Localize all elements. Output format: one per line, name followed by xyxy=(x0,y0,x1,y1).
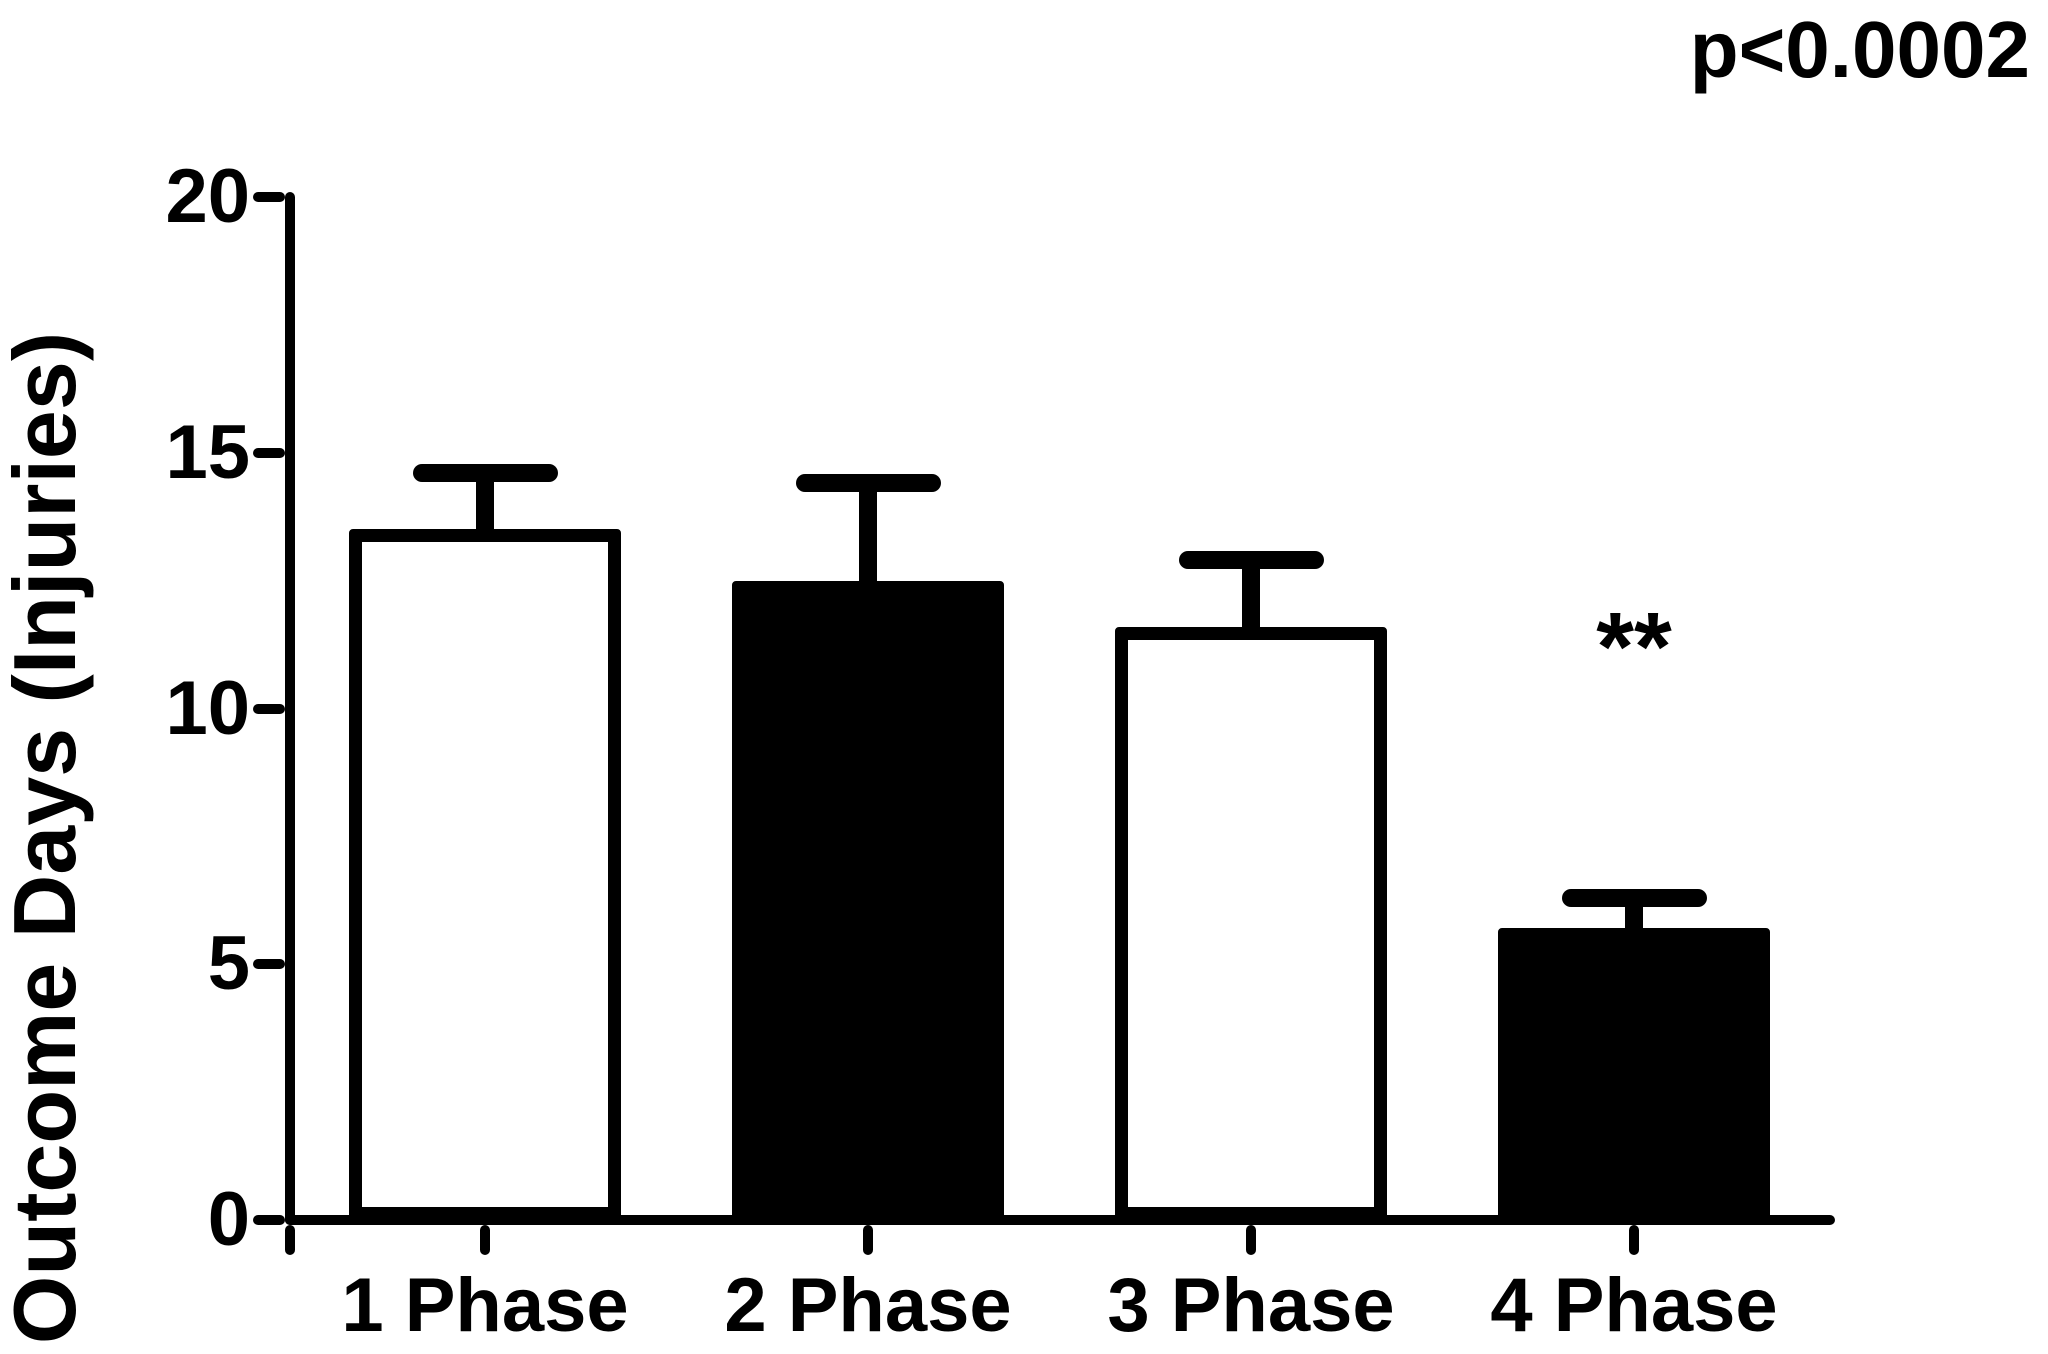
bar-1-phase xyxy=(349,529,621,1220)
y-tick xyxy=(253,959,285,970)
y-tick xyxy=(253,703,285,714)
x-category-label-3-phase: 3 Phase xyxy=(1107,1263,1395,1348)
y-tick xyxy=(253,447,285,458)
x-tick xyxy=(285,1225,295,1255)
bar-3-phase xyxy=(1115,626,1387,1220)
error-bar-stem-2-phase xyxy=(859,483,877,596)
error-bar-stem-1-phase xyxy=(476,473,494,545)
bar-4-phase xyxy=(1498,928,1770,1220)
y-tick-label: 20 xyxy=(165,154,250,239)
error-bar-cap-3-phase xyxy=(1178,551,1324,570)
x-tick-2-phase xyxy=(863,1225,873,1255)
error-bar-stem-3-phase xyxy=(1242,560,1260,642)
error-bar-cap-2-phase xyxy=(795,474,941,493)
y-tick-label: 10 xyxy=(165,665,250,751)
y-tick-label: 15 xyxy=(165,409,250,495)
bar-2-phase xyxy=(732,580,1004,1220)
x-category-label-1-phase: 1 Phase xyxy=(341,1263,629,1348)
x-tick-4-phase xyxy=(1629,1225,1639,1255)
y-tick-label: 0 xyxy=(207,1177,250,1262)
x-category-label-2-phase: 2 Phase xyxy=(724,1263,1012,1348)
y-tick xyxy=(253,192,285,202)
x-axis-line xyxy=(285,1215,1835,1225)
p-value-annotation: p<0.0002 xyxy=(1689,5,2030,94)
y-axis-line xyxy=(285,192,295,1225)
significance-asterisks: ** xyxy=(1596,592,1672,701)
y-tick-label: 5 xyxy=(207,921,250,1007)
error-bar-cap-4-phase xyxy=(1561,888,1707,907)
y-tick xyxy=(253,1215,285,1225)
x-tick-1-phase xyxy=(480,1225,490,1255)
x-category-label-4-phase: 4 Phase xyxy=(1490,1263,1778,1348)
error-bar-cap-1-phase xyxy=(412,464,558,483)
x-tick-3-phase xyxy=(1246,1225,1256,1255)
